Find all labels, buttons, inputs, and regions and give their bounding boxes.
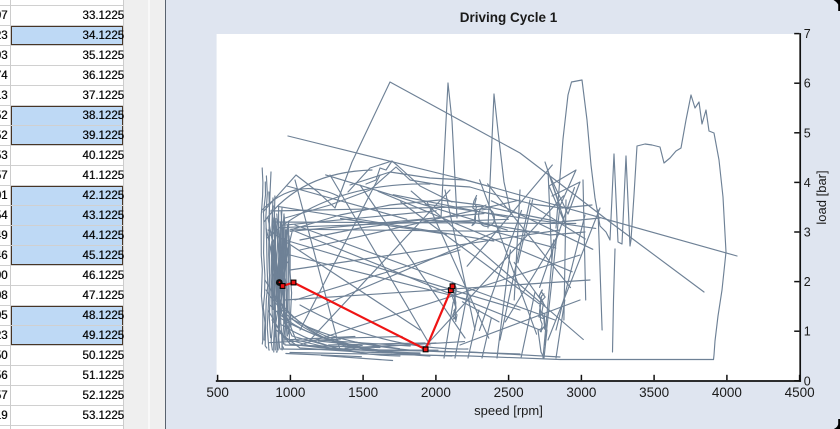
- svg-text:1: 1: [804, 325, 811, 339]
- svg-text:3500: 3500: [639, 385, 669, 400]
- svg-text:2000: 2000: [421, 385, 451, 400]
- svg-text:7: 7: [804, 27, 811, 41]
- svg-text:1500: 1500: [348, 385, 378, 400]
- svg-text:2: 2: [804, 275, 811, 289]
- svg-text:4500: 4500: [785, 385, 815, 400]
- svg-text:5: 5: [804, 126, 811, 140]
- svg-text:3000: 3000: [566, 385, 596, 400]
- svg-text:1000: 1000: [275, 385, 305, 400]
- svg-text:4: 4: [804, 176, 811, 190]
- svg-text:load [bar]: load [bar]: [814, 170, 829, 224]
- svg-text:speed [rpm]: speed [rpm]: [474, 403, 543, 418]
- svg-text:4000: 4000: [712, 385, 742, 400]
- svg-text:3: 3: [804, 226, 811, 240]
- svg-text:Driving Cycle 1: Driving Cycle 1: [460, 10, 558, 25]
- svg-text:6: 6: [804, 77, 811, 91]
- svg-text:0: 0: [804, 374, 811, 388]
- svg-text:500: 500: [206, 385, 229, 400]
- svg-text:2500: 2500: [494, 385, 524, 400]
